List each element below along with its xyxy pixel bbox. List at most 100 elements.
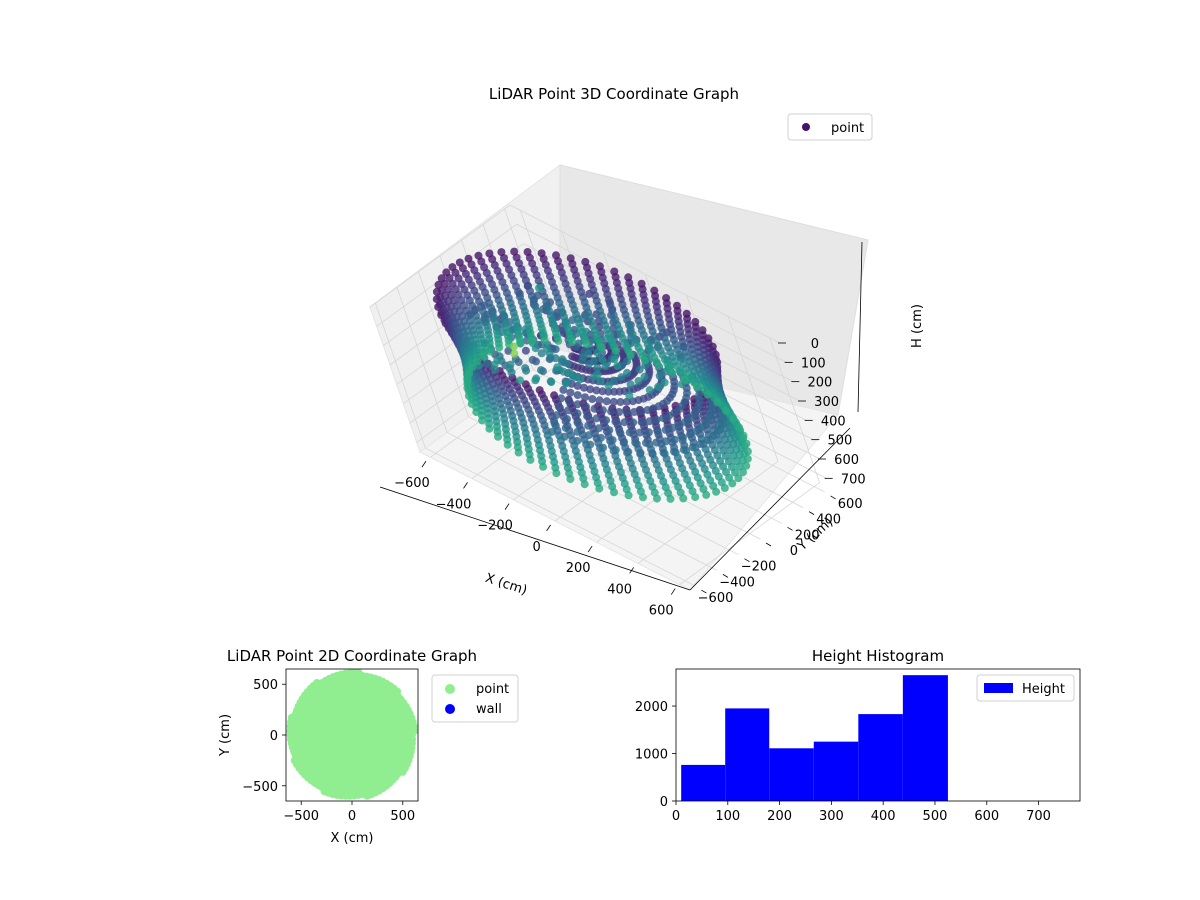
- grid-3d-left-y-0: [375, 302, 426, 449]
- y-tick-3d-mark-1: [808, 511, 815, 515]
- point-3d-1623: [554, 336, 563, 345]
- point-3d-410: [573, 400, 582, 409]
- chart-3d: LiDAR Point 3D Coordinate Graph −600−400…: [369, 85, 925, 619]
- point-3d-1625: [509, 342, 518, 351]
- point-3d-1096: [713, 398, 722, 407]
- histogram-bar-5: [902, 675, 948, 801]
- point-3d-1022: [604, 381, 613, 390]
- point-3d-1040: [623, 368, 631, 377]
- point-3d-1600: [566, 254, 575, 263]
- point-3d-1338: [668, 368, 677, 377]
- point-3d-1438: [641, 356, 649, 365]
- point-3d-1173: [703, 390, 712, 399]
- point-3d-388: [590, 404, 599, 413]
- point-3d-1289: [473, 357, 481, 366]
- grid-3d-left-z-0: [369, 204, 511, 308]
- point-3d-360: [652, 415, 661, 424]
- point-3d-467: [573, 391, 582, 400]
- point-3d-1041: [593, 363, 602, 372]
- point-3d-422: [602, 397, 611, 406]
- grid-3d-floor-x-5: [637, 461, 779, 564]
- point-3d-479: [604, 387, 613, 396]
- x-axis-label-3d: X (cm): [483, 571, 529, 599]
- legend-histogram-box: [976, 674, 1075, 702]
- y-tick-2d-label-1: 0: [270, 729, 278, 744]
- point-3d-304: [573, 418, 582, 427]
- point-3d-461: [505, 401, 514, 410]
- x-ticks-2d: −500 0 500: [283, 801, 415, 824]
- grid-3d-floor-x-6: [679, 482, 820, 586]
- point-3d-1016: [691, 317, 700, 326]
- histogram-bars: [681, 675, 948, 801]
- point-3d-943: [464, 391, 473, 400]
- z-tick-3d-label-5: 500: [828, 434, 853, 449]
- point-3d-316: [550, 419, 559, 428]
- histogram-bar-1: [725, 708, 770, 801]
- x-tick-3d-mark-6: [670, 588, 676, 595]
- point-3d-324: [686, 430, 695, 439]
- point-3d-83: [636, 448, 645, 457]
- y-axis-line: [689, 427, 851, 591]
- point-3d-1620: [537, 249, 546, 258]
- point-3d-884: [504, 346, 513, 355]
- legend-histogram: Height: [976, 674, 1075, 702]
- point-3d-891: [483, 360, 492, 368]
- z-tick-3d-label-3: 300: [814, 395, 839, 410]
- point-3d-135: [658, 444, 667, 453]
- x-tick-2d-label-2: 500: [390, 809, 415, 824]
- x-tick-3d-label-1: −400: [436, 497, 472, 512]
- point-3d-491: [586, 385, 595, 394]
- point-3d-925: [625, 391, 634, 400]
- point-3d-428: [565, 397, 574, 406]
- disk-2d-group: [286, 669, 418, 800]
- point-3d-462: [581, 393, 589, 402]
- point-3d-188: [642, 438, 650, 447]
- x-tick-histogram-label-0: 0: [672, 809, 680, 824]
- y-tick-3d-mark-5: [722, 574, 729, 578]
- point-3d-523: [495, 394, 503, 403]
- point-3d-406: [637, 407, 646, 416]
- point-3d-1015: [596, 377, 605, 386]
- point-3d-1090: [640, 372, 649, 381]
- x-tick-3d-label-6: 600: [649, 604, 674, 619]
- point-3d-1488: [474, 251, 483, 260]
- point-disk-2d-fill: [291, 674, 413, 796]
- point-3d-260: [605, 426, 614, 435]
- point-3d-1550: [485, 249, 494, 258]
- point-3d-1232: [662, 294, 671, 302]
- point-3d-1169: [553, 363, 562, 372]
- x-tick-2d-label-0: −500: [283, 809, 319, 824]
- y-tick-3d-label-4: −200: [741, 560, 777, 575]
- point-3d-1105: [593, 370, 602, 379]
- legend-3d: point: [787, 113, 873, 141]
- y-ticks-2d: 500 0 −500: [242, 678, 286, 795]
- x-tick-3d-mark-2: [504, 503, 510, 510]
- point-3d-1602: [497, 248, 506, 257]
- point-3d-940: [698, 326, 707, 335]
- grid-3d-left-y-2: [418, 271, 469, 417]
- x-tick-2d-label-1: 0: [348, 809, 356, 824]
- point-3d-966: [521, 364, 530, 373]
- legend-histogram-label: Height: [1022, 682, 1065, 697]
- point-3d-423: [609, 397, 618, 406]
- point-2d-edge-89: [408, 735, 417, 744]
- point-3d-956: [645, 386, 654, 395]
- z-tick-3d-label-2: 200: [808, 376, 833, 391]
- point-3d-292: [678, 433, 687, 442]
- z-tick-3d-label-6: 600: [834, 453, 859, 468]
- point-3d-826: [521, 346, 530, 355]
- z-axis-label-3d: H (cm): [910, 304, 925, 348]
- point-3d-1110: [660, 378, 669, 387]
- x-tick-3d-mark-4: [587, 545, 593, 553]
- point-3d-1291: [610, 355, 619, 364]
- point-3d-1031: [532, 374, 541, 383]
- point-3d-1439: [464, 254, 473, 263]
- x-tick-histogram-label-2: 200: [767, 809, 792, 824]
- point-3d-1176: [493, 355, 502, 364]
- z-axis-line: [857, 241, 863, 413]
- histogram-bar-4: [858, 714, 903, 801]
- y-tick-3d-mark-4: [744, 558, 750, 563]
- y-tick-3d-label-3: 0: [790, 544, 798, 559]
- point-3d-287: [584, 421, 593, 430]
- point-3d-1549: [612, 346, 620, 355]
